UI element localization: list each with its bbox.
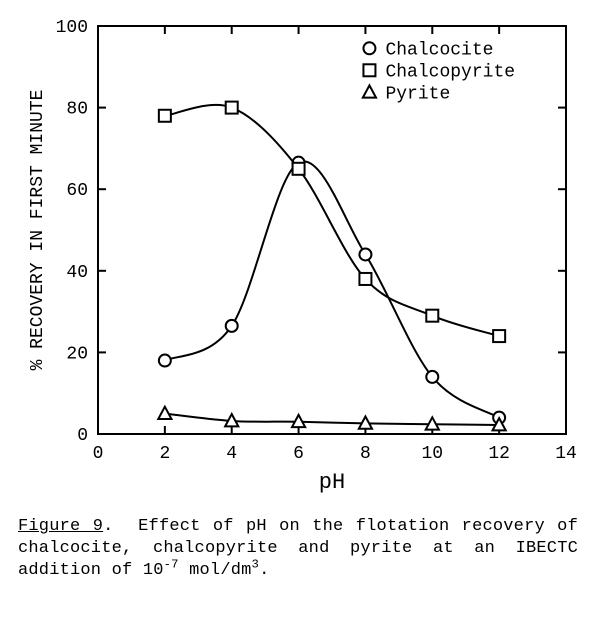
figure-label: Figure 9 [18, 517, 103, 536]
chart-container: 0 2 4 6 8 10 12 14 0 20 40 60 80 100 pH % RECOVERY IN F… [18, 14, 578, 500]
legend [363, 42, 376, 97]
svg-text:Chalcocite: Chalcocite [385, 40, 493, 60]
svg-text:Chalcopyrite: Chalcopyrite [385, 62, 515, 82]
svg-text:14: 14 [555, 444, 577, 464]
svg-text:40: 40 [66, 263, 88, 283]
svg-text:12: 12 [488, 444, 510, 464]
svg-text:60: 60 [66, 181, 88, 201]
svg-text:pH: pH [319, 470, 345, 495]
series-pyrite [158, 407, 505, 431]
svg-text:6: 6 [293, 444, 304, 464]
svg-text:100: 100 [56, 18, 88, 38]
series-chalcocite [159, 157, 505, 424]
svg-text:20: 20 [66, 344, 88, 364]
svg-text:8: 8 [360, 444, 371, 464]
svg-text:2: 2 [159, 444, 170, 464]
svg-text:% RECOVERY IN FIRST MINUTE: % RECOVERY IN FIRST MINUTE [28, 90, 48, 371]
svg-text:80: 80 [66, 100, 88, 120]
series-chalcopyrite [159, 102, 505, 342]
svg-text:10: 10 [421, 444, 443, 464]
svg-text:0: 0 [77, 426, 88, 446]
page: 0 2 4 6 8 10 12 14 0 20 40 60 80 100 pH % RECOVERY IN F… [0, 0, 596, 632]
svg-text:0: 0 [93, 444, 104, 464]
recovery-vs-ph-chart: 0 2 4 6 8 10 12 14 0 20 40 60 80 100 pH % RECOVERY IN F… [18, 14, 578, 500]
svg-text:Pyrite: Pyrite [385, 84, 450, 104]
svg-text:4: 4 [226, 444, 237, 464]
caption-sep: . [103, 517, 138, 536]
figure-caption: Figure 9. Effect of pH on the flotation … [18, 516, 578, 581]
